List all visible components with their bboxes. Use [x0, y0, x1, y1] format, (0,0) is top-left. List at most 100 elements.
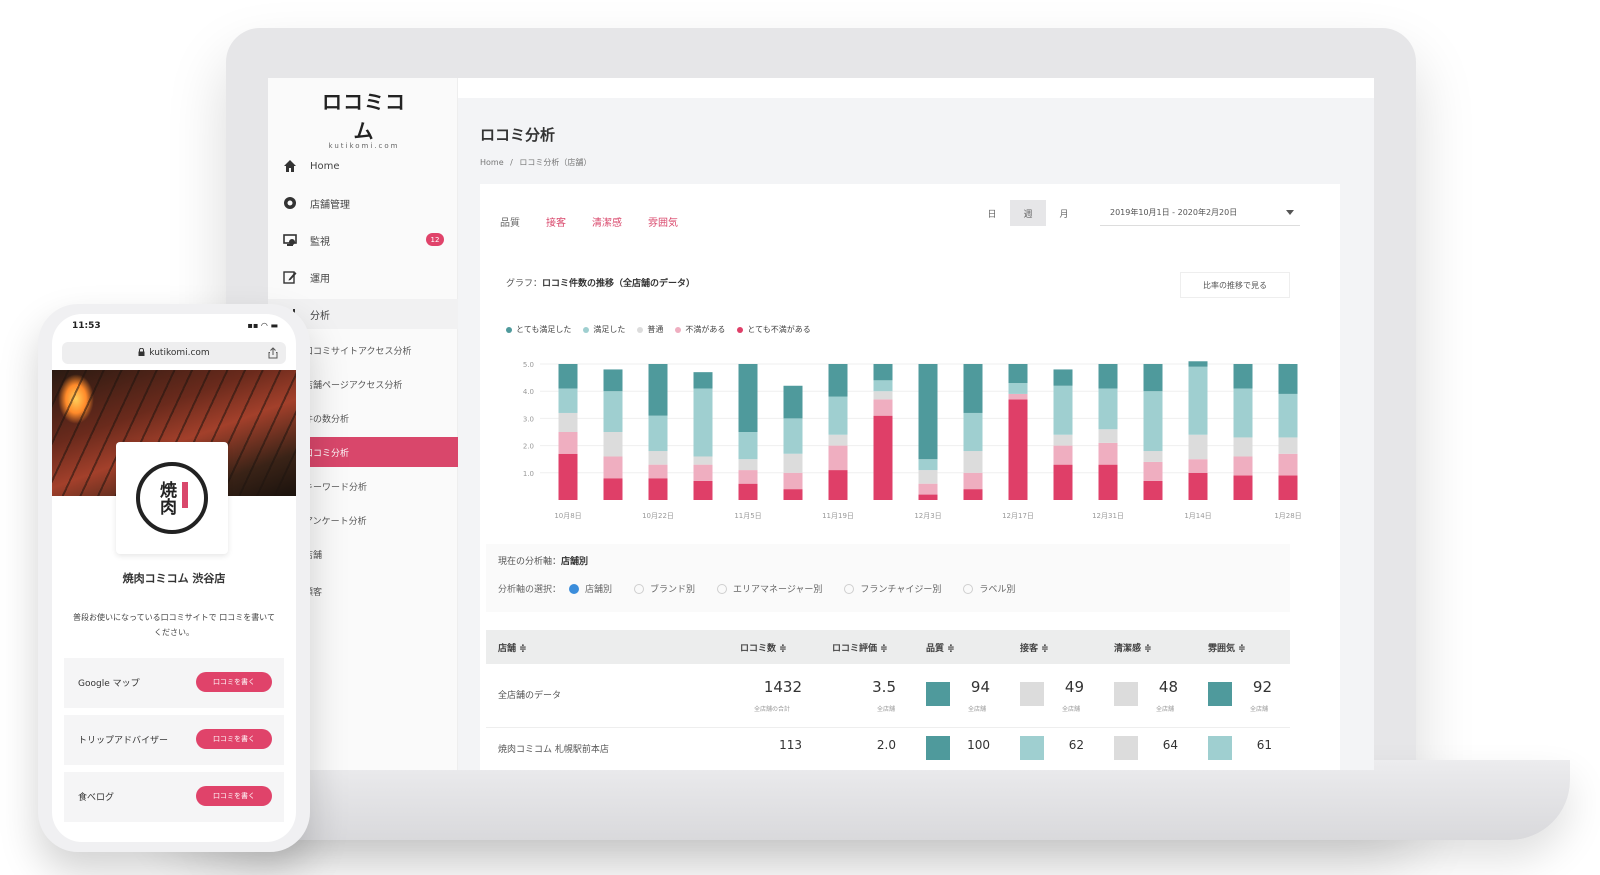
bar-segment[interactable] — [558, 453, 578, 500]
sidebar-item-operation[interactable]: 運用 — [268, 262, 458, 292]
column-header-store[interactable]: 店舗 ≑ — [498, 644, 527, 654]
bar-segment[interactable] — [1053, 385, 1073, 435]
bar-segment[interactable] — [693, 464, 713, 481]
bar-segment[interactable] — [1098, 429, 1118, 443]
axis-option-label-group[interactable]: ラベル別 — [963, 582, 1015, 595]
bar-segment[interactable] — [1278, 364, 1298, 394]
table-row[interactable]: 全店舗のデータ 1432 全店舗の合計 3.5 全店舗 94 全店舗 49 全店… — [486, 664, 1290, 728]
breadcrumb-home[interactable]: Home — [480, 158, 504, 167]
bar-segment[interactable] — [738, 432, 758, 460]
date-range-select[interactable]: 2019年10月1日 - 2020年2月20日 — [1100, 200, 1300, 226]
bar-segment[interactable] — [1098, 442, 1118, 465]
bar-segment[interactable] — [1053, 369, 1073, 386]
bar-segment[interactable] — [828, 470, 848, 500]
bar-segment[interactable] — [1278, 393, 1298, 438]
radio-checked-icon[interactable] — [569, 583, 580, 594]
bar-segment[interactable] — [693, 456, 713, 465]
legend-item-very-dissatisfied[interactable]: とても不満がある — [737, 324, 811, 335]
tab-atmosphere[interactable]: 雰囲気 — [648, 218, 678, 229]
column-header-quality[interactable]: 品質 ≑ — [926, 644, 955, 654]
bar-segment[interactable] — [1233, 456, 1253, 476]
bar-segment[interactable] — [1233, 388, 1253, 438]
bar-segment[interactable] — [603, 369, 623, 392]
bar-segment[interactable] — [1008, 393, 1028, 400]
bar-segment[interactable] — [783, 453, 803, 473]
bar-segment[interactable] — [558, 432, 578, 454]
bar-segment[interactable] — [1143, 451, 1163, 462]
bar-segment[interactable] — [1143, 461, 1163, 481]
axis-option-brand[interactable]: ブランド別 — [634, 582, 695, 595]
sidebar-subitem-store[interactable]: 店舗 — [268, 539, 458, 569]
bar-segment[interactable] — [1278, 453, 1298, 476]
tab-service[interactable]: 接客 — [546, 218, 566, 229]
period-day-button[interactable]: 日 — [987, 209, 997, 220]
bar-segment[interactable] — [783, 385, 803, 419]
axis-option-store[interactable]: 店舗別 — [569, 582, 612, 595]
bar-segment[interactable] — [1188, 459, 1208, 473]
write-review-button[interactable]: 口コミを書く — [196, 672, 272, 692]
bar-segment[interactable] — [558, 388, 578, 413]
axis-option-franchisee[interactable]: フランチャイジー別 — [844, 582, 941, 595]
bar-segment[interactable] — [918, 459, 938, 471]
bar-segment[interactable] — [1188, 361, 1208, 367]
column-header-review-rating[interactable]: ロコミ評価 ≑ — [832, 644, 888, 654]
bar-segment[interactable] — [963, 489, 983, 500]
bar-segment[interactable] — [783, 489, 803, 500]
bar-segment[interactable] — [603, 391, 623, 432]
bar-segment[interactable] — [918, 470, 938, 484]
bar-segment[interactable] — [1098, 364, 1118, 389]
axis-option-area-manager[interactable]: エリアマネージャー別 — [717, 582, 822, 595]
bar-segment[interactable] — [1188, 434, 1208, 460]
ratio-trend-button[interactable]: 比率の推移で見る — [1180, 272, 1290, 298]
share-icon[interactable] — [268, 347, 278, 362]
bar-segment[interactable] — [963, 412, 983, 452]
bar-segment[interactable] — [783, 472, 803, 490]
bar-segment[interactable] — [1233, 364, 1253, 389]
bar-segment[interactable] — [693, 372, 713, 389]
bar-segment[interactable] — [693, 480, 713, 500]
bar-segment[interactable] — [1188, 472, 1208, 500]
bar-segment[interactable] — [918, 364, 938, 460]
bar-segment[interactable] — [1143, 480, 1163, 500]
url-bar[interactable]: kutikomi.com — [62, 342, 286, 364]
bar-segment[interactable] — [603, 432, 623, 457]
bar-segment[interactable] — [828, 396, 848, 435]
sidebar-subitem-store-page-access[interactable]: 店舗ページアクセス分析 — [268, 369, 458, 399]
radio-icon[interactable] — [717, 583, 728, 594]
write-review-button[interactable]: 口コミを書く — [196, 786, 272, 806]
bar-segment[interactable] — [1233, 437, 1253, 457]
bar-segment[interactable] — [648, 415, 668, 452]
bar-segment[interactable] — [693, 388, 713, 457]
bar-segment[interactable] — [648, 478, 668, 500]
bar-segment[interactable] — [1098, 388, 1118, 430]
legend-item-very-satisfied[interactable]: とても満足した — [506, 324, 571, 335]
column-header-service[interactable]: 接客 ≑ — [1020, 644, 1049, 654]
radio-icon[interactable] — [844, 583, 855, 594]
bar-segment[interactable] — [1008, 399, 1028, 500]
legend-item-dissatisfied[interactable]: 不満がある — [675, 324, 725, 335]
bar-segment[interactable] — [1053, 434, 1073, 446]
bar-segment[interactable] — [603, 478, 623, 500]
bar-segment[interactable] — [1188, 366, 1208, 435]
bar-segment[interactable] — [648, 464, 668, 479]
bar-segment[interactable] — [963, 364, 983, 413]
bar-segment[interactable] — [828, 434, 848, 446]
column-header-review-count[interactable]: ロコミ数 ≑ — [740, 644, 787, 654]
radio-icon[interactable] — [634, 583, 645, 594]
bar-segment[interactable] — [1008, 383, 1028, 394]
legend-item-satisfied[interactable]: 満足した — [583, 324, 625, 335]
bar-segment[interactable] — [603, 456, 623, 479]
bar-segment[interactable] — [1233, 475, 1253, 500]
bar-segment[interactable] — [963, 451, 983, 473]
bar-segment[interactable] — [1143, 391, 1163, 452]
bar-segment[interactable] — [828, 445, 848, 471]
bar-segment[interactable] — [873, 380, 893, 392]
table-row[interactable]: 焼肉コミコム 札幌駅前本店 113 2.0 100 62 64 61 — [486, 728, 1290, 770]
sidebar-item-home[interactable]: Home — [268, 151, 458, 181]
sidebar-subitem-count-analysis[interactable]: 件の数分析 — [268, 403, 458, 433]
bar-segment[interactable] — [1098, 464, 1118, 500]
column-header-cleanliness[interactable]: 清潔感 ≑ — [1114, 644, 1152, 654]
bar-segment[interactable] — [873, 391, 893, 400]
sidebar-subitem-review-site-access[interactable]: 口コミサイトアクセス分析 — [268, 335, 458, 365]
sidebar-item-monitor[interactable]: 監視 12 — [268, 225, 458, 255]
